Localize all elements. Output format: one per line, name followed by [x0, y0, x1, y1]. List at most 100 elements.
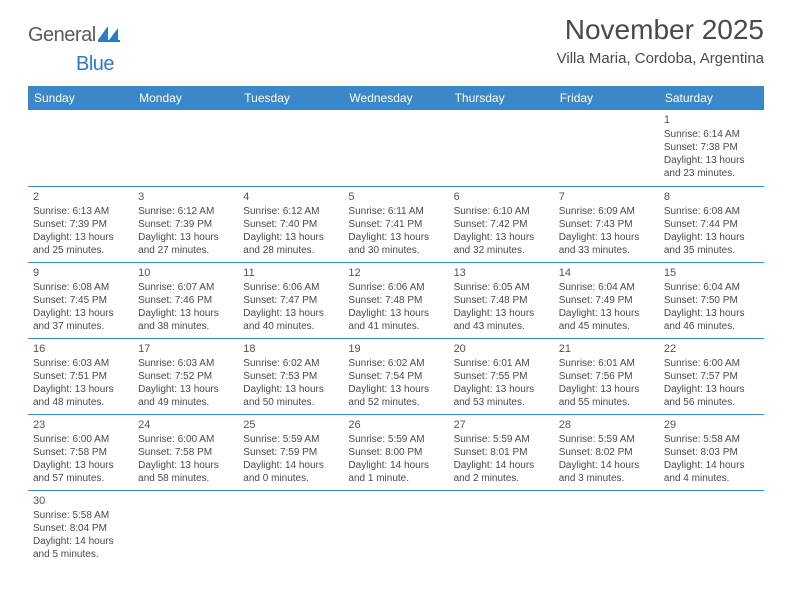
daylight-line: Daylight: 14 hours and 5 minutes.: [33, 535, 128, 561]
day-number: 10: [138, 266, 233, 280]
day-cell: 16Sunrise: 6:03 AMSunset: 7:51 PMDayligh…: [28, 338, 133, 414]
sunset-line: Sunset: 7:54 PM: [348, 370, 443, 383]
daylight-line: Daylight: 13 hours and 58 minutes.: [138, 459, 233, 485]
day-cell: 18Sunrise: 6:02 AMSunset: 7:53 PMDayligh…: [238, 338, 343, 414]
day-cell: 22Sunrise: 6:00 AMSunset: 7:57 PMDayligh…: [659, 338, 764, 414]
sunrise-line: Sunrise: 6:10 AM: [454, 205, 549, 218]
day-cell: 12Sunrise: 6:06 AMSunset: 7:48 PMDayligh…: [343, 262, 448, 338]
week-row: 1Sunrise: 6:14 AMSunset: 7:38 PMDaylight…: [28, 110, 764, 186]
sunset-line: Sunset: 7:45 PM: [33, 294, 128, 307]
day-cell: 3Sunrise: 6:12 AMSunset: 7:39 PMDaylight…: [133, 186, 238, 262]
sunrise-line: Sunrise: 5:59 AM: [454, 433, 549, 446]
sunset-line: Sunset: 7:41 PM: [348, 218, 443, 231]
sunset-line: Sunset: 7:59 PM: [243, 446, 338, 459]
sunset-line: Sunset: 7:47 PM: [243, 294, 338, 307]
sunset-line: Sunset: 7:53 PM: [243, 370, 338, 383]
sunset-line: Sunset: 8:01 PM: [454, 446, 549, 459]
day-cell: 30Sunrise: 5:58 AMSunset: 8:04 PMDayligh…: [28, 490, 133, 566]
empty-cell: [449, 490, 554, 566]
day-cell: 21Sunrise: 6:01 AMSunset: 7:56 PMDayligh…: [554, 338, 659, 414]
empty-cell: [449, 110, 554, 186]
daylight-line: Daylight: 14 hours and 0 minutes.: [243, 459, 338, 485]
dayname-saturday: Saturday: [659, 86, 764, 110]
day-cell: 26Sunrise: 5:59 AMSunset: 8:00 PMDayligh…: [343, 414, 448, 490]
sunset-line: Sunset: 7:46 PM: [138, 294, 233, 307]
day-cell: 4Sunrise: 6:12 AMSunset: 7:40 PMDaylight…: [238, 186, 343, 262]
day-cell: 11Sunrise: 6:06 AMSunset: 7:47 PMDayligh…: [238, 262, 343, 338]
daylight-line: Daylight: 14 hours and 4 minutes.: [664, 459, 759, 485]
empty-cell: [343, 490, 448, 566]
sunrise-line: Sunrise: 6:00 AM: [138, 433, 233, 446]
day-cell: 20Sunrise: 6:01 AMSunset: 7:55 PMDayligh…: [449, 338, 554, 414]
sunrise-line: Sunrise: 6:05 AM: [454, 281, 549, 294]
calendar-body: 1Sunrise: 6:14 AMSunset: 7:38 PMDaylight…: [28, 110, 764, 566]
day-number: 7: [559, 190, 654, 204]
sunset-line: Sunset: 7:48 PM: [348, 294, 443, 307]
sunset-line: Sunset: 7:44 PM: [664, 218, 759, 231]
day-number: 11: [243, 266, 338, 280]
sunrise-line: Sunrise: 6:14 AM: [664, 128, 759, 141]
sunset-line: Sunset: 7:42 PM: [454, 218, 549, 231]
day-number: 18: [243, 342, 338, 356]
day-cell: 27Sunrise: 5:59 AMSunset: 8:01 PMDayligh…: [449, 414, 554, 490]
dayname-tuesday: Tuesday: [238, 86, 343, 110]
logo: General: [28, 14, 120, 47]
day-number: 1: [664, 113, 759, 127]
sunrise-line: Sunrise: 6:09 AM: [559, 205, 654, 218]
daylight-line: Daylight: 13 hours and 46 minutes.: [664, 307, 759, 333]
sunrise-line: Sunrise: 6:04 AM: [664, 281, 759, 294]
daylight-line: Daylight: 13 hours and 49 minutes.: [138, 383, 233, 409]
day-cell: 17Sunrise: 6:03 AMSunset: 7:52 PMDayligh…: [133, 338, 238, 414]
day-cell: 7Sunrise: 6:09 AMSunset: 7:43 PMDaylight…: [554, 186, 659, 262]
sunrise-line: Sunrise: 5:58 AM: [33, 509, 128, 522]
sunset-line: Sunset: 7:40 PM: [243, 218, 338, 231]
sunset-line: Sunset: 7:50 PM: [664, 294, 759, 307]
day-number: 21: [559, 342, 654, 356]
sunrise-line: Sunrise: 6:13 AM: [33, 205, 128, 218]
day-number: 5: [348, 190, 443, 204]
day-cell: 8Sunrise: 6:08 AMSunset: 7:44 PMDaylight…: [659, 186, 764, 262]
sunset-line: Sunset: 8:04 PM: [33, 522, 128, 535]
day-cell: 5Sunrise: 6:11 AMSunset: 7:41 PMDaylight…: [343, 186, 448, 262]
day-number: 25: [243, 418, 338, 432]
empty-cell: [238, 490, 343, 566]
daylight-line: Daylight: 13 hours and 32 minutes.: [454, 231, 549, 257]
day-number: 26: [348, 418, 443, 432]
day-number: 22: [664, 342, 759, 356]
day-cell: 29Sunrise: 5:58 AMSunset: 8:03 PMDayligh…: [659, 414, 764, 490]
daylight-line: Daylight: 13 hours and 45 minutes.: [559, 307, 654, 333]
day-number: 8: [664, 190, 759, 204]
day-number: 16: [33, 342, 128, 356]
day-cell: 24Sunrise: 6:00 AMSunset: 7:58 PMDayligh…: [133, 414, 238, 490]
daylight-line: Daylight: 14 hours and 3 minutes.: [559, 459, 654, 485]
daylight-line: Daylight: 13 hours and 40 minutes.: [243, 307, 338, 333]
week-row: 30Sunrise: 5:58 AMSunset: 8:04 PMDayligh…: [28, 490, 764, 566]
day-cell: 28Sunrise: 5:59 AMSunset: 8:02 PMDayligh…: [554, 414, 659, 490]
daylight-line: Daylight: 13 hours and 50 minutes.: [243, 383, 338, 409]
day-cell: 14Sunrise: 6:04 AMSunset: 7:49 PMDayligh…: [554, 262, 659, 338]
sunset-line: Sunset: 8:00 PM: [348, 446, 443, 459]
day-number: 24: [138, 418, 233, 432]
daylight-line: Daylight: 13 hours and 52 minutes.: [348, 383, 443, 409]
day-number: 4: [243, 190, 338, 204]
dayname-wednesday: Wednesday: [343, 86, 448, 110]
dayname-friday: Friday: [554, 86, 659, 110]
empty-cell: [133, 110, 238, 186]
sunrise-line: Sunrise: 5:59 AM: [559, 433, 654, 446]
sunset-line: Sunset: 7:39 PM: [138, 218, 233, 231]
sunrise-line: Sunrise: 6:01 AM: [454, 357, 549, 370]
sunrise-line: Sunrise: 6:02 AM: [348, 357, 443, 370]
sunrise-line: Sunrise: 6:12 AM: [138, 205, 233, 218]
day-number: 6: [454, 190, 549, 204]
week-row: 23Sunrise: 6:00 AMSunset: 7:58 PMDayligh…: [28, 414, 764, 490]
sunset-line: Sunset: 7:55 PM: [454, 370, 549, 383]
sunset-line: Sunset: 7:48 PM: [454, 294, 549, 307]
day-number: 12: [348, 266, 443, 280]
week-row: 16Sunrise: 6:03 AMSunset: 7:51 PMDayligh…: [28, 338, 764, 414]
sunset-line: Sunset: 7:58 PM: [33, 446, 128, 459]
week-row: 2Sunrise: 6:13 AMSunset: 7:39 PMDaylight…: [28, 186, 764, 262]
empty-cell: [28, 110, 133, 186]
sunset-line: Sunset: 7:52 PM: [138, 370, 233, 383]
daylight-line: Daylight: 14 hours and 1 minute.: [348, 459, 443, 485]
day-cell: 2Sunrise: 6:13 AMSunset: 7:39 PMDaylight…: [28, 186, 133, 262]
